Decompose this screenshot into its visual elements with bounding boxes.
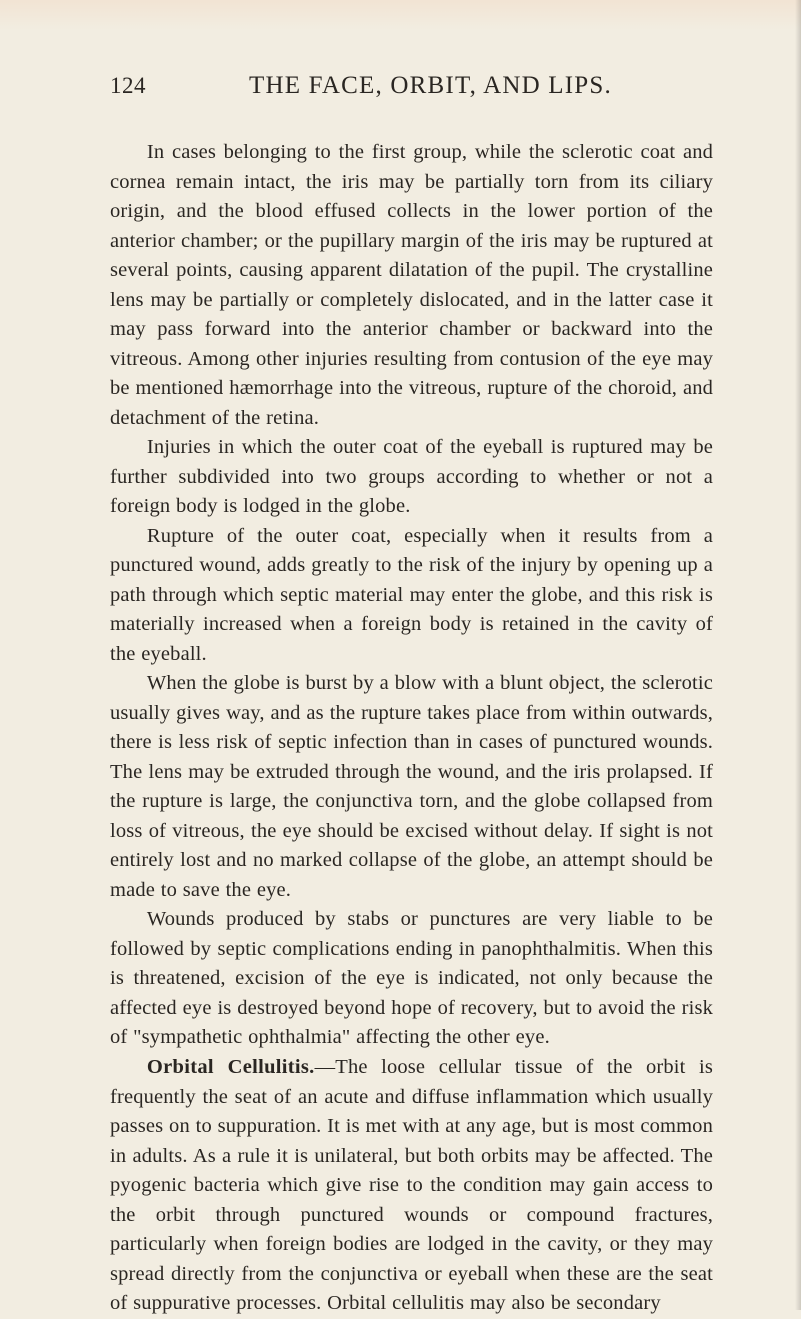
paragraph-5: Wounds produced by stabs or punctures ar…	[110, 905, 713, 1053]
chapter-title: THE FACE, ORBIT, AND LIPS.	[148, 72, 713, 100]
paragraph-2: Injuries in which the outer coat of the …	[110, 433, 713, 522]
paragraph-4: When the globe is burst by a blow with a…	[110, 669, 713, 905]
page-header: 124 THE FACE, ORBIT, AND LIPS.	[110, 72, 713, 100]
paragraph-6-rest: —The loose cellular tissue of the orbit …	[110, 1056, 713, 1314]
run-in-heading: Orbital Cellulitis.	[147, 1056, 315, 1078]
body-text: In cases belonging to the first group, w…	[110, 138, 713, 1319]
page-right-edge-shadow	[795, 0, 801, 1310]
paragraph-1: In cases belonging to the first group, w…	[110, 138, 713, 433]
paragraph-3: Rupture of the outer coat, especially wh…	[110, 522, 713, 670]
page-number: 124	[110, 73, 146, 99]
page-top-tint	[0, 0, 801, 30]
paragraph-6: Orbital Cellulitis.—The loose cellular t…	[110, 1053, 713, 1319]
